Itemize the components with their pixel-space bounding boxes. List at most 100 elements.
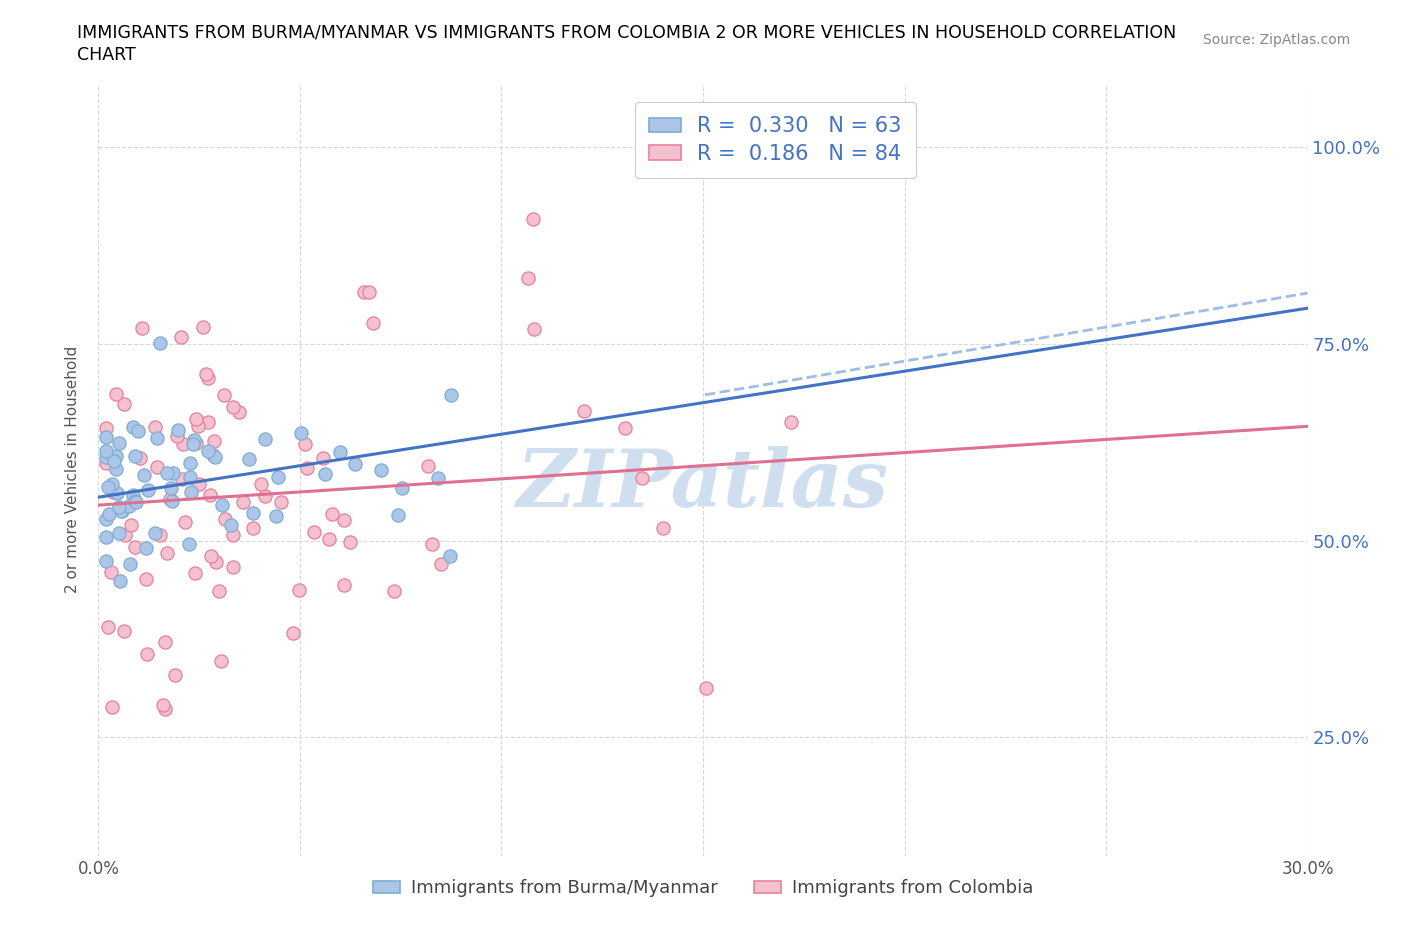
Point bbox=[219, 518, 242, 533]
Point bbox=[267, 470, 290, 485]
Legend: Immigrants from Burma/Myanmar, Immigrants from Colombia: Immigrants from Burma/Myanmar, Immigrant… bbox=[366, 872, 1040, 905]
Point bbox=[222, 528, 245, 543]
Point bbox=[117, 498, 139, 513]
Point bbox=[205, 555, 228, 570]
Point bbox=[232, 495, 254, 510]
Point bbox=[112, 624, 135, 639]
Point bbox=[295, 460, 318, 475]
Point bbox=[100, 477, 122, 492]
Point bbox=[97, 507, 120, 522]
Point bbox=[100, 565, 122, 579]
Point bbox=[156, 545, 179, 560]
Point bbox=[124, 539, 146, 554]
Point bbox=[183, 433, 205, 448]
Point bbox=[162, 494, 184, 509]
Point bbox=[129, 450, 152, 465]
Point bbox=[146, 459, 169, 474]
Point bbox=[242, 521, 264, 536]
Point bbox=[294, 437, 316, 452]
Point bbox=[179, 456, 201, 471]
Point bbox=[101, 699, 124, 714]
Point bbox=[110, 503, 132, 518]
Point bbox=[195, 366, 218, 381]
Point bbox=[172, 472, 194, 486]
Point bbox=[631, 471, 654, 485]
Point bbox=[382, 583, 405, 598]
Point bbox=[180, 485, 202, 499]
Point bbox=[344, 457, 367, 472]
Point bbox=[107, 436, 129, 451]
Point bbox=[253, 432, 276, 446]
Point bbox=[695, 680, 717, 695]
Point bbox=[201, 447, 224, 462]
Point bbox=[779, 415, 801, 430]
Point bbox=[108, 499, 131, 514]
Point bbox=[124, 448, 146, 463]
Point bbox=[124, 493, 146, 508]
Point bbox=[270, 495, 292, 510]
Point bbox=[439, 549, 461, 564]
Point bbox=[179, 470, 201, 485]
Point bbox=[172, 437, 194, 452]
Point bbox=[517, 271, 540, 286]
Point bbox=[149, 527, 172, 542]
Point bbox=[104, 387, 127, 402]
Point bbox=[120, 557, 142, 572]
Point bbox=[250, 477, 273, 492]
Point bbox=[135, 540, 157, 555]
Point bbox=[110, 574, 132, 589]
Point bbox=[253, 488, 276, 503]
Point bbox=[651, 520, 673, 535]
Point bbox=[156, 466, 179, 481]
Point bbox=[522, 212, 544, 227]
Point bbox=[242, 505, 264, 520]
Point bbox=[184, 565, 207, 580]
Point bbox=[361, 316, 384, 331]
Point bbox=[108, 525, 131, 540]
Point bbox=[321, 507, 343, 522]
Point bbox=[146, 431, 169, 445]
Text: CHART: CHART bbox=[77, 46, 136, 63]
Point bbox=[120, 518, 142, 533]
Point bbox=[221, 400, 243, 415]
Point bbox=[613, 421, 636, 436]
Point bbox=[370, 462, 392, 477]
Point bbox=[329, 445, 352, 459]
Point bbox=[97, 479, 120, 494]
Point bbox=[155, 635, 177, 650]
Point bbox=[145, 525, 167, 540]
Y-axis label: 2 or more Vehicles in Household: 2 or more Vehicles in Household bbox=[65, 346, 80, 593]
Point bbox=[96, 553, 118, 568]
Point bbox=[304, 525, 326, 539]
Point bbox=[96, 420, 118, 435]
Point bbox=[198, 488, 221, 503]
Point bbox=[131, 321, 153, 336]
Text: ZIPatlas: ZIPatlas bbox=[517, 446, 889, 524]
Point bbox=[311, 451, 333, 466]
Point bbox=[228, 405, 250, 419]
Point bbox=[281, 626, 304, 641]
Point bbox=[122, 420, 145, 435]
Point bbox=[135, 571, 157, 586]
Point bbox=[104, 449, 127, 464]
Point bbox=[429, 556, 451, 571]
Point bbox=[103, 453, 125, 468]
Point bbox=[136, 646, 159, 661]
Point bbox=[96, 450, 118, 465]
Point bbox=[212, 388, 235, 403]
Point bbox=[238, 451, 260, 466]
Point bbox=[162, 465, 184, 480]
Text: IMMIGRANTS FROM BURMA/MYANMAR VS IMMIGRANTS FROM COLOMBIA 2 OR MORE VEHICLES IN : IMMIGRANTS FROM BURMA/MYANMAR VS IMMIGRA… bbox=[77, 23, 1177, 41]
Point bbox=[114, 528, 136, 543]
Point bbox=[152, 698, 174, 712]
Point bbox=[166, 428, 188, 443]
Point bbox=[96, 444, 118, 458]
Point bbox=[143, 419, 166, 434]
Point bbox=[177, 537, 200, 551]
Point bbox=[339, 535, 361, 550]
Point bbox=[197, 370, 219, 385]
Point bbox=[211, 498, 233, 512]
Point bbox=[200, 549, 222, 564]
Point bbox=[197, 415, 219, 430]
Point bbox=[96, 529, 118, 544]
